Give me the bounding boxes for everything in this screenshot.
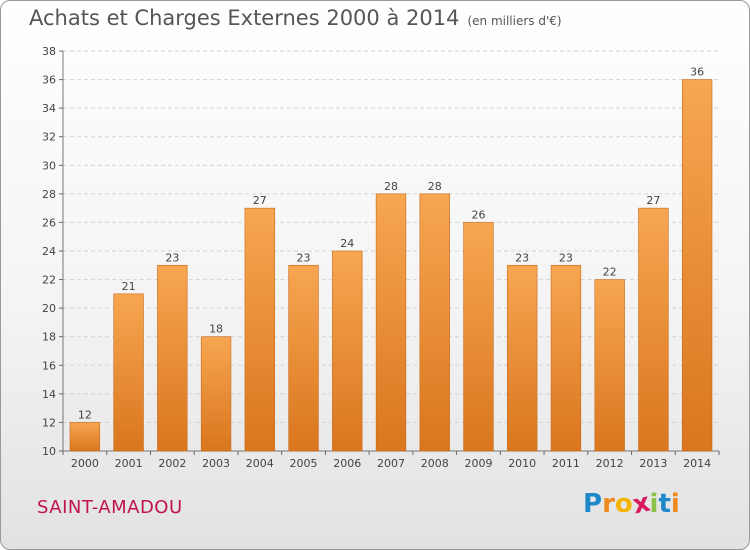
proxiti-logo: Proxiti <box>583 488 680 521</box>
value-label: 12 <box>78 408 92 421</box>
value-label: 23 <box>165 251 179 264</box>
y-tick-label: 24 <box>42 245 56 258</box>
commune-name: SAINT-AMADOU <box>37 497 183 518</box>
value-label: 23 <box>515 251 529 264</box>
chart-unit: (en milliers d'€) <box>467 14 562 28</box>
y-tick-label: 32 <box>42 131 56 144</box>
y-tick-label: 36 <box>42 74 56 87</box>
value-label: 27 <box>646 194 660 207</box>
bar <box>594 279 625 452</box>
bar <box>332 250 363 452</box>
y-tick-label: 34 <box>42 102 56 115</box>
y-tick-label: 38 <box>42 45 56 58</box>
x-tick-label: 2011 <box>552 457 580 470</box>
bar <box>69 422 101 452</box>
y-axis: 10 12 14 16 18 20 22 24 26 28 30 32 34 36 38 <box>42 45 719 458</box>
value-label: 18 <box>209 323 223 336</box>
x-tick-label: 2010 <box>508 457 536 470</box>
x-tick-label: 2008 <box>421 457 449 470</box>
y-tick-label: 20 <box>42 302 56 315</box>
y-tick-label: 22 <box>42 274 56 287</box>
y-tick-label: 10 <box>42 445 56 458</box>
x-tick-label: 2002 <box>158 457 186 470</box>
y-tick-label: 12 <box>42 416 56 429</box>
bar <box>681 79 713 452</box>
bars <box>69 79 713 452</box>
y-tick-label: 16 <box>42 359 56 372</box>
y-tick-label: 14 <box>42 388 56 401</box>
x-tick-label: 2013 <box>639 457 667 470</box>
value-label: 36 <box>690 66 704 79</box>
y-tick-label: 28 <box>42 188 56 201</box>
logo-letter: i <box>670 489 680 519</box>
bar <box>550 264 582 452</box>
bar <box>157 264 188 452</box>
value-label: 26 <box>471 208 485 221</box>
x-tick-label: 2007 <box>377 457 405 470</box>
value-label: 24 <box>340 237 354 250</box>
value-label: 23 <box>297 251 311 264</box>
value-label: 27 <box>253 194 267 207</box>
value-label: 21 <box>122 280 136 293</box>
x-tick-label: 2001 <box>115 457 143 470</box>
x-tick-label: 2003 <box>202 457 230 470</box>
bar <box>463 222 494 452</box>
bar <box>113 293 144 452</box>
y-tick-label: 18 <box>42 331 56 344</box>
logo-letter: o <box>614 489 633 519</box>
x-tick-label: 2014 <box>683 457 711 470</box>
x-tick-label: 2000 <box>71 457 99 470</box>
logo-letter: r <box>602 489 615 519</box>
value-label: 23 <box>559 251 573 264</box>
bar <box>419 193 450 452</box>
logo-letter: i <box>649 489 659 519</box>
bar <box>200 336 232 452</box>
bar <box>288 264 319 452</box>
value-label: 28 <box>428 180 442 193</box>
value-label: 28 <box>384 180 398 193</box>
bar <box>507 264 538 452</box>
y-tick-label: 26 <box>42 216 56 229</box>
chart-title-text: Achats et Charges Externes 2000 à 2014 <box>29 6 460 30</box>
x-tick-label: 2005 <box>290 457 318 470</box>
x-tick-label: 2006 <box>333 457 361 470</box>
bar <box>244 207 275 452</box>
bar <box>638 207 669 452</box>
y-tick-label: 30 <box>42 159 56 172</box>
x-tick-label: 2012 <box>596 457 624 470</box>
value-labels: 12 21 23 18 27 23 24 28 28 26 23 23 22 27 36 <box>78 66 704 422</box>
x-tick-label: 2004 <box>246 457 274 470</box>
logo-letter: P <box>583 489 603 519</box>
chart-title: Achats et Charges Externes 2000 à 2014 (e… <box>29 6 562 30</box>
bar <box>375 193 407 452</box>
value-label: 22 <box>603 266 617 279</box>
logo-letter: t <box>658 489 671 519</box>
x-axis: 2000 2001 2002 2003 2004 2005 2006 2007 2008 2009… <box>62 451 720 470</box>
x-tick-label: 2009 <box>464 457 492 470</box>
